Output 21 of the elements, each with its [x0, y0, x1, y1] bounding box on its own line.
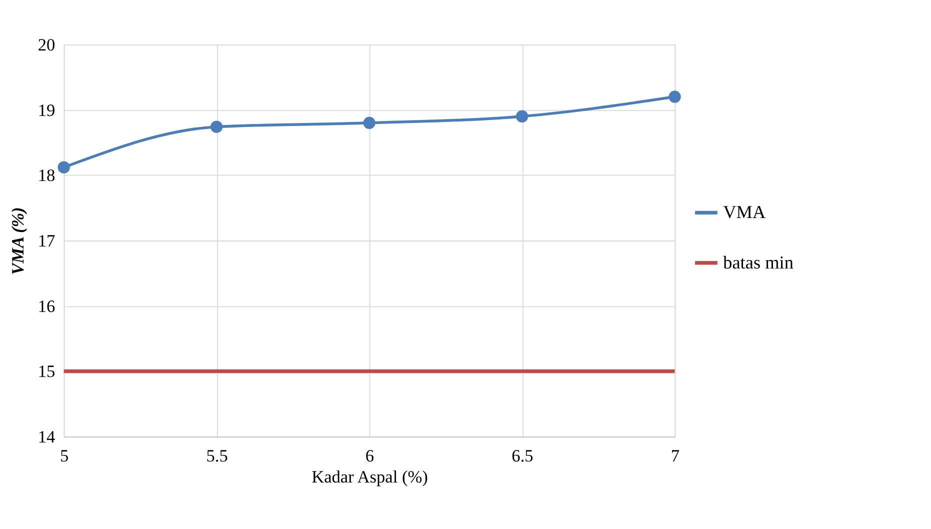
- x-tick-label: 5.5: [206, 446, 228, 466]
- point: [668, 90, 681, 103]
- y-tick-label: 18: [38, 166, 56, 186]
- point: [58, 161, 70, 174]
- legend-label: batas min: [723, 252, 794, 272]
- point: [363, 116, 376, 130]
- x-tick-label: 5: [60, 446, 69, 466]
- x-axis-title: Kadar Aspal (%): [312, 468, 428, 487]
- x-tick-label: 6.5: [512, 446, 534, 466]
- point: [516, 110, 528, 122]
- y-tick-label: 15: [38, 362, 56, 382]
- y-tick-label: 20: [38, 35, 56, 54]
- y-tick-label: 17: [38, 231, 56, 250]
- x-tick-label: 7: [670, 446, 680, 466]
- y-axis-title: VMA (%): [8, 207, 28, 275]
- x-tick-label: 6: [365, 446, 374, 466]
- y-tick-label: 16: [38, 296, 56, 316]
- point: [210, 120, 223, 133]
- y-tick-label: 14: [38, 428, 56, 447]
- y-tick-label: 19: [38, 100, 56, 120]
- legend-label: VMA: [723, 202, 766, 222]
